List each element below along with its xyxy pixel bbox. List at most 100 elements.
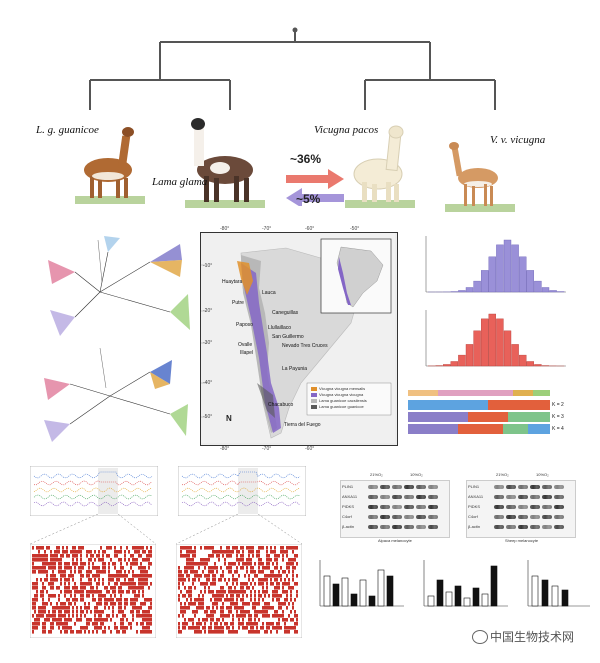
heatmap-cell: [254, 614, 256, 618]
heatmap-cell: [74, 590, 76, 594]
heatmap-cell: [214, 566, 216, 570]
heatmap-cell: [42, 606, 44, 610]
heatmap-cell: [114, 622, 116, 626]
heatmap-cell: [142, 594, 144, 598]
heatmap-cell: [38, 558, 40, 562]
heatmap-cell: [140, 578, 142, 582]
heatmap-cell: [238, 622, 240, 626]
heatmap-cell: [134, 574, 136, 578]
heatmap-cell: [240, 546, 242, 550]
heatmap-cell: [186, 550, 188, 554]
heatmap-cell: [82, 566, 84, 570]
lat-tick-4: -50°: [203, 414, 213, 420]
blot-band: [380, 505, 390, 509]
heatmap-cell: [276, 594, 278, 598]
heatmap-cell: [92, 554, 94, 558]
heatmap-cell: [228, 586, 230, 590]
heatmap-cell: [200, 558, 202, 562]
heatmap-cell: [50, 550, 52, 554]
heatmap-cell: [138, 614, 140, 618]
blot-band: [506, 495, 516, 499]
heatmap-cell: [90, 550, 92, 554]
heatmap-cell: [236, 598, 238, 602]
heatmap-cell: [262, 586, 264, 590]
heatmap-cell: [222, 602, 224, 606]
heatmap-cell: [76, 598, 78, 602]
heatmap-cell: [220, 594, 222, 598]
wechat-icon: [472, 630, 488, 644]
heatmap-cell: [242, 618, 244, 622]
heatmap-cell: [130, 586, 132, 590]
blot-band: [416, 495, 426, 499]
legend-item-3: Lama guanicoe guanicoe: [319, 404, 364, 409]
heatmap-cell: [106, 554, 108, 558]
heatmap-cell: [262, 546, 264, 550]
heatmap-cell: [288, 566, 290, 570]
heatmap-cell: [122, 566, 124, 570]
heatmap-cell: [80, 586, 82, 590]
lat-tick-3: -40°: [203, 380, 213, 386]
heatmap-cell: [252, 626, 254, 630]
blot-band: [554, 525, 564, 529]
heatmap-cell: [36, 626, 38, 630]
heatmap-cell: [136, 630, 138, 634]
heatmap-cell: [76, 558, 78, 562]
heatmap-cell: [42, 586, 44, 590]
heatmap-cell: [42, 598, 44, 602]
heatmap-cell: [138, 594, 140, 598]
heatmap-cell: [194, 602, 196, 606]
heatmap-cell: [246, 558, 248, 562]
heatmap-cell: [284, 578, 286, 582]
heatmap-cell: [262, 610, 264, 614]
heatmap-cell: [274, 566, 276, 570]
heatmap-cell: [270, 574, 272, 578]
heatmap-cell: [178, 570, 180, 574]
heatmap-cell: [32, 630, 34, 634]
heatmap-cell: [222, 574, 224, 578]
heatmap-cell: [42, 622, 44, 626]
heatmap-cell: [96, 626, 98, 630]
heatmap-cell: [42, 614, 44, 618]
heatmap-cell: [226, 606, 228, 610]
heatmap-cell: [294, 626, 296, 630]
histogram-bar: [496, 244, 504, 293]
heatmap-cell: [194, 554, 196, 558]
heatmap-cell: [242, 610, 244, 614]
heatmap-cell: [146, 546, 148, 550]
heatmap-cell: [242, 554, 244, 558]
heatmap-cell: [108, 562, 110, 566]
heatmap-cell: [180, 630, 182, 634]
heatmap-cell: [254, 574, 256, 578]
heatmap-cell: [190, 550, 192, 554]
heatmap-cell: [238, 562, 240, 566]
heatmap-cell: [250, 630, 252, 634]
heatmap-cell: [106, 590, 108, 594]
heatmap-cell: [258, 618, 260, 622]
heatmap-cell: [204, 590, 206, 594]
heatmap-cell: [250, 594, 252, 598]
heatmap-cell: [278, 606, 280, 610]
bar-mark: [341, 577, 349, 607]
lat-tick-1: -20°: [203, 308, 213, 314]
heatmap-cell: [120, 582, 122, 586]
heatmap-cell: [136, 558, 138, 562]
heatmap-cell: [186, 606, 188, 610]
heatmap-cell: [252, 566, 254, 570]
heatmap-cell: [78, 630, 80, 634]
heatmap-cell: [74, 554, 76, 558]
heatmap-cell: [216, 618, 218, 622]
heatmap-cell: [128, 590, 130, 594]
haplotype-heatmap-left: [30, 544, 156, 638]
place-lauca: Lauca: [262, 290, 276, 296]
selection-scan-right: [178, 466, 306, 516]
heatmap-cell: [238, 558, 240, 562]
heatmap-cell: [276, 610, 278, 614]
heatmap-cell: [64, 586, 66, 590]
heatmap-cell: [188, 574, 190, 578]
blot-band: [392, 495, 402, 499]
heatmap-cell: [36, 554, 38, 558]
heatmap-cell: [216, 566, 218, 570]
heatmap-cell: [234, 586, 236, 590]
scan-series: [33, 471, 153, 479]
heatmap-cell: [230, 554, 232, 558]
